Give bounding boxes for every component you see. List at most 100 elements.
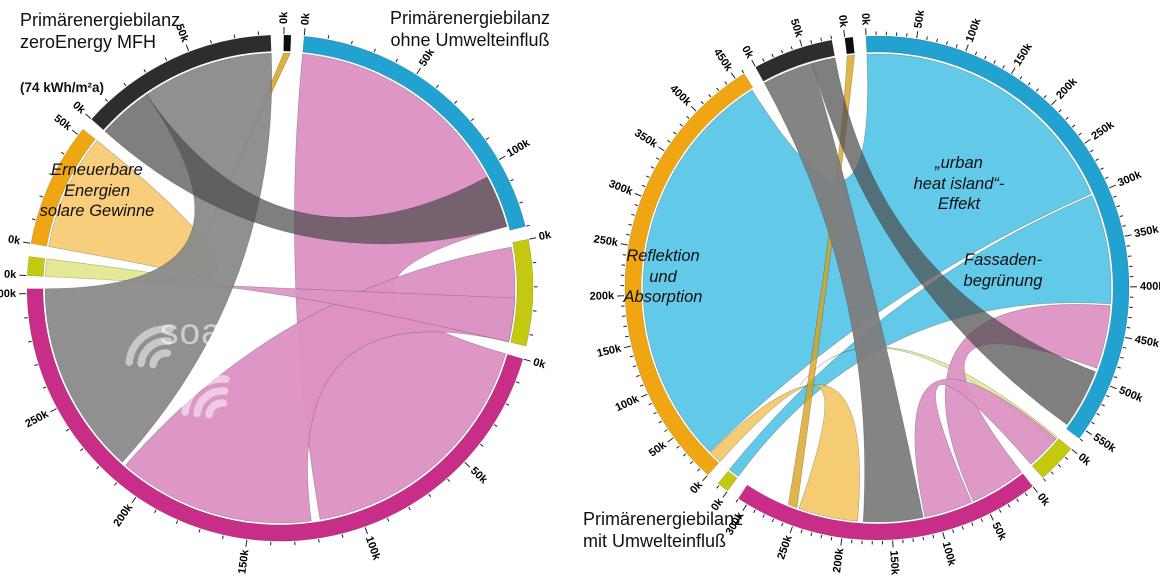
tick <box>820 37 823 42</box>
tick <box>741 69 745 74</box>
tick <box>1126 326 1131 329</box>
tick <box>470 118 475 122</box>
tick <box>686 115 690 119</box>
tick-label: 200k <box>831 547 846 574</box>
tick-label: 150k <box>236 548 251 575</box>
tick-label: 0k <box>532 356 548 371</box>
tick <box>800 529 803 534</box>
tick-label: 400k <box>1140 281 1160 293</box>
tick <box>955 44 958 48</box>
tick <box>1050 471 1054 475</box>
tick-label: 150k <box>596 342 623 360</box>
tick <box>523 358 531 362</box>
label-fassadenbegruenung: Fassaden- begrünung <box>963 251 1043 290</box>
tick <box>628 223 633 226</box>
tick <box>1109 184 1116 189</box>
tick <box>1101 404 1105 407</box>
tick <box>175 520 179 524</box>
tick <box>639 384 644 387</box>
tick <box>742 504 747 511</box>
tick <box>104 98 108 102</box>
tick <box>341 534 344 538</box>
tick <box>653 411 657 415</box>
tick <box>961 526 964 530</box>
tick <box>690 105 697 112</box>
tick <box>123 82 127 87</box>
tick <box>646 175 650 178</box>
tick <box>131 496 137 504</box>
tick <box>50 408 57 413</box>
tick <box>60 151 65 155</box>
tick <box>636 374 640 378</box>
tick <box>1010 67 1016 74</box>
tick <box>1110 385 1117 390</box>
label-reflektion-absorption: Reflektion und Absorption <box>623 247 703 307</box>
tick <box>980 518 983 523</box>
tick <box>436 84 439 89</box>
tick <box>751 59 756 67</box>
tick <box>303 28 306 36</box>
tick <box>666 139 671 143</box>
tick-label: 0k <box>836 14 850 29</box>
ribbon <box>763 62 924 523</box>
segment-primaerenergiebilanz-mit-umwelteinfluss <box>738 473 1033 541</box>
tick <box>85 113 92 119</box>
ribbon <box>642 53 1092 453</box>
tick <box>1024 492 1028 497</box>
tick <box>753 509 756 514</box>
tick <box>730 72 736 79</box>
tick <box>892 540 894 548</box>
tick-label: 50k <box>912 8 927 29</box>
tick <box>640 393 648 398</box>
tick <box>1116 205 1121 208</box>
tick <box>667 437 674 443</box>
tick <box>799 39 803 47</box>
tick <box>1065 116 1069 120</box>
tick <box>702 475 708 482</box>
tick <box>1043 94 1047 99</box>
tick <box>1100 167 1104 170</box>
tick <box>658 420 663 424</box>
tick <box>912 538 914 542</box>
tick <box>364 527 368 535</box>
tick <box>655 157 660 160</box>
tick <box>1071 124 1076 128</box>
tick <box>515 381 520 384</box>
ribbon <box>914 378 1057 518</box>
tick <box>327 35 330 39</box>
tick <box>632 365 637 368</box>
tick <box>395 58 398 63</box>
tick <box>245 539 248 547</box>
tick <box>942 532 946 540</box>
tick <box>936 38 938 43</box>
tick <box>1016 498 1020 503</box>
tick-label: 300k <box>0 288 17 301</box>
tick <box>998 509 1002 513</box>
ring-segments <box>624 35 1130 541</box>
tick <box>810 40 813 44</box>
tick <box>722 491 728 498</box>
tick <box>1032 486 1038 493</box>
tick <box>1124 234 1132 237</box>
tick <box>28 340 32 343</box>
tick <box>922 536 925 541</box>
tick <box>625 335 629 338</box>
tick <box>1095 158 1099 162</box>
chord-diagram-right: 0k 50k 100k150k200k250k300k350k400k450k500… <box>589 8 1160 576</box>
tick <box>658 146 665 152</box>
tick <box>1091 421 1095 425</box>
tick <box>1035 88 1039 92</box>
tick-label: 450k <box>1134 334 1160 351</box>
tick <box>23 241 31 244</box>
tick <box>1079 438 1084 442</box>
segment-gruen-links <box>717 470 738 492</box>
tick <box>716 485 720 489</box>
tick <box>843 30 846 38</box>
tick <box>185 44 190 52</box>
tick <box>1113 195 1117 198</box>
tick <box>971 522 974 526</box>
tick <box>623 325 627 328</box>
tick <box>408 506 411 511</box>
tick-label: 0k <box>538 229 553 243</box>
